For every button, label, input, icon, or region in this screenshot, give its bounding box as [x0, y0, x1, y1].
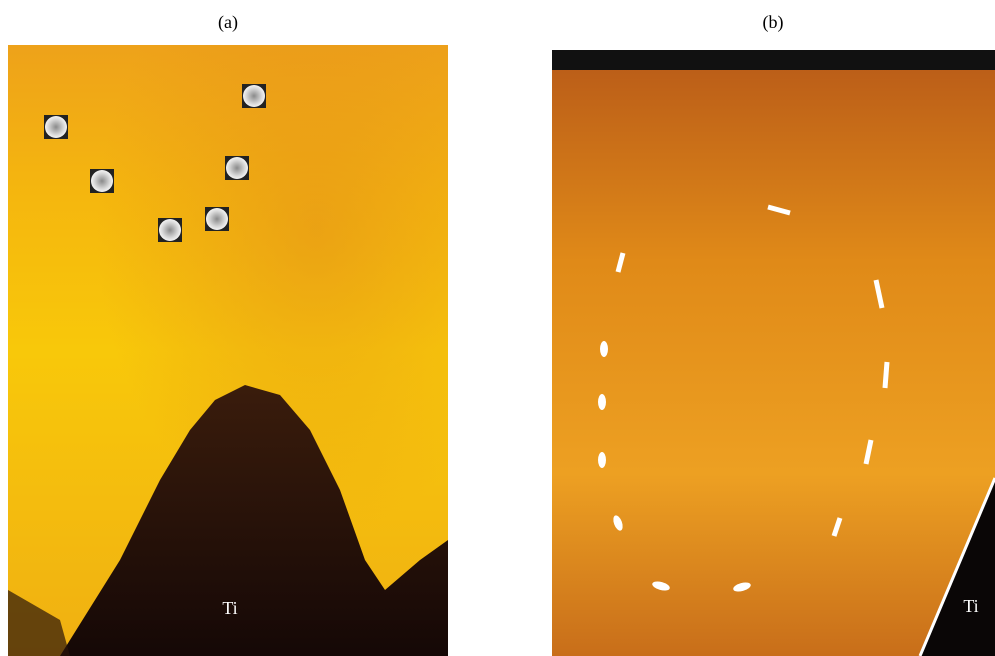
annotation: Ti: [963, 596, 978, 616]
panel-label: (b): [763, 12, 784, 33]
micrograph-b: [552, 50, 995, 656]
page: (a) Ti (b) Ti (() => { const data = JSON…: [0, 0, 995, 656]
annotation: Ti: [222, 598, 237, 618]
top-strip: [552, 50, 995, 70]
figure: (a) Ti (b) Ti: [0, 0, 995, 656]
panel-label: (a): [218, 12, 238, 33]
